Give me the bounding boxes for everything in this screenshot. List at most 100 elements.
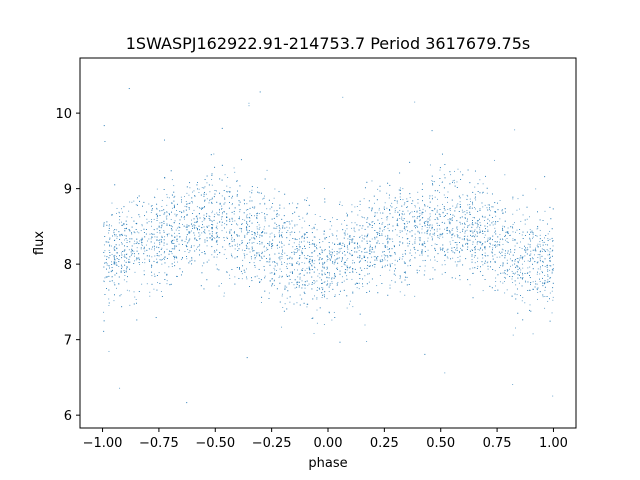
data-point bbox=[432, 267, 434, 269]
data-point bbox=[363, 255, 365, 257]
data-point bbox=[456, 228, 458, 230]
data-point bbox=[189, 250, 191, 252]
data-point bbox=[151, 271, 153, 273]
data-point bbox=[422, 244, 424, 246]
data-point bbox=[492, 239, 493, 241]
data-point bbox=[276, 269, 278, 271]
data-point bbox=[389, 263, 391, 265]
data-point bbox=[176, 210, 177, 211]
data-point bbox=[403, 261, 405, 263]
data-point bbox=[546, 266, 548, 268]
data-point bbox=[258, 254, 260, 256]
data-point bbox=[263, 246, 265, 248]
data-point bbox=[226, 238, 228, 239]
data-point bbox=[251, 186, 253, 188]
data-point bbox=[417, 249, 419, 251]
data-point bbox=[103, 223, 105, 225]
data-point bbox=[298, 215, 300, 217]
data-point bbox=[382, 222, 384, 224]
data-point bbox=[256, 228, 258, 230]
data-point bbox=[231, 211, 233, 213]
data-point bbox=[239, 267, 240, 268]
data-point bbox=[484, 279, 486, 280]
data-point bbox=[279, 275, 281, 277]
data-point bbox=[492, 247, 494, 249]
data-point bbox=[277, 247, 279, 249]
data-point bbox=[133, 220, 135, 222]
data-point bbox=[346, 278, 348, 280]
data-point bbox=[272, 283, 274, 284]
data-point bbox=[386, 192, 388, 194]
data-point bbox=[203, 262, 205, 264]
data-point bbox=[185, 244, 187, 246]
data-point bbox=[256, 226, 258, 228]
data-point bbox=[542, 220, 544, 221]
data-point bbox=[446, 213, 448, 215]
data-point bbox=[281, 234, 283, 236]
data-point bbox=[311, 261, 313, 263]
data-point bbox=[159, 230, 161, 232]
data-point bbox=[368, 223, 370, 224]
data-point bbox=[226, 191, 228, 193]
data-point bbox=[361, 216, 363, 218]
data-point bbox=[393, 273, 395, 275]
data-point bbox=[326, 255, 328, 257]
data-point bbox=[472, 224, 474, 226]
data-point bbox=[452, 228, 454, 230]
data-point bbox=[311, 260, 313, 262]
data-point bbox=[193, 190, 195, 192]
data-point bbox=[416, 210, 418, 212]
data-point bbox=[386, 260, 388, 262]
data-point bbox=[131, 248, 133, 250]
data-point bbox=[249, 213, 251, 215]
data-point bbox=[153, 233, 155, 235]
data-point bbox=[306, 232, 308, 233]
data-point bbox=[339, 248, 341, 250]
data-point bbox=[497, 274, 499, 276]
data-point bbox=[309, 256, 311, 257]
data-point bbox=[116, 248, 118, 250]
data-point bbox=[341, 223, 343, 225]
data-point bbox=[402, 210, 404, 212]
data-point bbox=[357, 245, 358, 247]
data-point bbox=[266, 249, 268, 251]
data-point bbox=[527, 249, 529, 251]
data-point bbox=[518, 282, 520, 284]
data-point bbox=[297, 276, 299, 278]
data-point bbox=[289, 234, 291, 236]
data-point bbox=[433, 229, 435, 231]
data-point bbox=[269, 280, 271, 282]
data-point bbox=[273, 261, 275, 262]
data-point bbox=[486, 187, 488, 189]
data-point bbox=[211, 173, 213, 175]
data-point bbox=[171, 211, 172, 213]
data-point bbox=[304, 269, 306, 271]
data-point bbox=[503, 281, 505, 282]
data-point bbox=[137, 197, 138, 199]
data-point bbox=[456, 227, 458, 229]
data-point bbox=[186, 402, 188, 404]
data-point bbox=[170, 219, 172, 220]
data-point bbox=[471, 207, 473, 209]
data-point bbox=[214, 213, 216, 215]
data-point bbox=[161, 199, 163, 201]
data-point bbox=[269, 257, 271, 259]
data-point bbox=[374, 247, 376, 249]
data-point bbox=[477, 225, 479, 227]
data-point bbox=[158, 272, 160, 274]
data-point bbox=[535, 248, 536, 250]
data-point bbox=[119, 235, 121, 237]
data-point bbox=[233, 240, 235, 242]
data-point bbox=[409, 193, 411, 195]
data-point bbox=[359, 246, 361, 248]
data-point bbox=[303, 274, 305, 276]
data-point bbox=[271, 272, 273, 274]
data-point bbox=[336, 230, 338, 232]
data-point bbox=[427, 240, 429, 242]
data-point bbox=[399, 196, 401, 198]
data-point bbox=[328, 242, 330, 243]
data-point bbox=[288, 258, 290, 260]
data-point bbox=[128, 229, 130, 231]
data-point bbox=[512, 334, 514, 336]
data-point bbox=[429, 215, 431, 217]
